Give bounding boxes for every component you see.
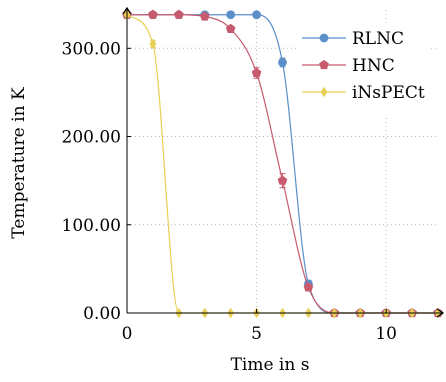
legend: RLNC HNC iNsPECt [296, 24, 430, 116]
x-axis-title: Time in s [231, 355, 310, 375]
grid [127, 10, 438, 313]
point-RLNC-4 [226, 10, 236, 20]
y-axis-title: Temperature in K [9, 87, 29, 239]
legend-label-HNC: HNC [352, 56, 395, 76]
point-HNC-1 [148, 9, 158, 19]
point-HNC-6 [277, 175, 288, 185]
point-HNC-7 [303, 282, 314, 292]
x-tick-label-2: 10 [375, 324, 397, 344]
legend-label-RLNC: RLNC [352, 29, 404, 49]
point-RLNC-5 [252, 10, 261, 20]
point-iNsPECt-1 [149, 38, 157, 50]
x-tick-label-0: 0 [122, 324, 133, 344]
point-HNC-4 [225, 23, 236, 33]
point-RLNC-6 [278, 58, 287, 67]
y-tick-label-2: 200.00 [62, 128, 121, 148]
x-tick-label-1: 5 [251, 324, 262, 344]
legend-marker-HNC [319, 59, 329, 70]
point-HNC-5 [251, 67, 262, 78]
legend-marker-iNsPECt [320, 86, 328, 98]
y-tick-label-3: 300.00 [62, 39, 121, 59]
x-axis-arrow [436, 308, 445, 318]
legend-marker-RLNC [319, 33, 329, 43]
point-HNC-3 [199, 11, 210, 21]
legend-label-iNsPECt: iNsPECt [352, 83, 425, 103]
y-tick-label-0: 0.00 [83, 304, 121, 324]
y-axis-arrow [122, 6, 132, 15]
point-HNC-2 [173, 9, 184, 19]
legend-box [296, 24, 430, 116]
y-tick-label-1: 100.00 [62, 216, 121, 236]
axes [122, 6, 445, 318]
